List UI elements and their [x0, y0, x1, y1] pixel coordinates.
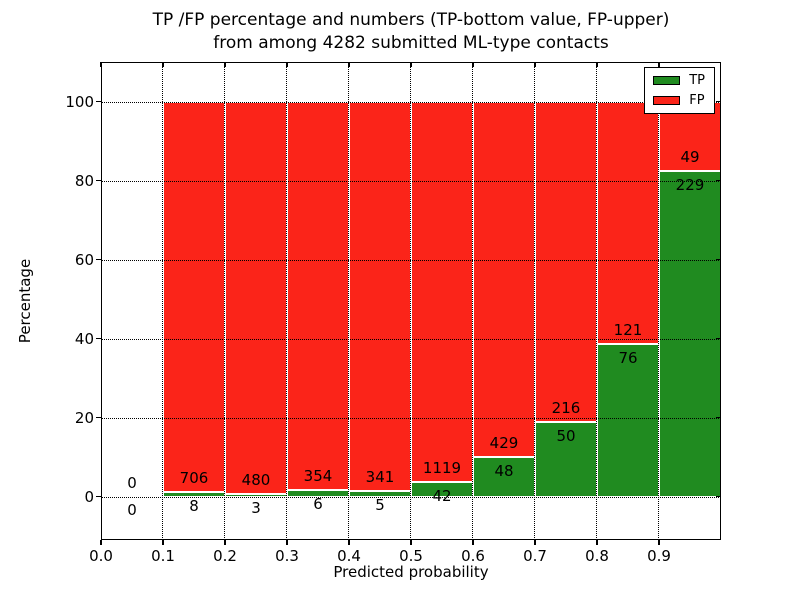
fp-bar-segment	[225, 101, 287, 495]
chart-title: TP /FP percentage and numbers (TP-bottom…	[101, 9, 721, 55]
y-tick-mark-right	[716, 258, 721, 261]
x-tick-mark-top	[286, 62, 288, 67]
y-tick-label: 100	[65, 92, 94, 111]
fp-bar-segment	[535, 101, 597, 423]
fp-count-label: 121	[613, 321, 643, 340]
fp-count-label: 49	[680, 148, 700, 167]
x-tick-mark	[534, 540, 536, 545]
fp-count-label: 354	[303, 467, 333, 486]
x-tick-mark	[410, 540, 412, 545]
x-axis-label: Predicted probability	[333, 563, 489, 581]
x-tick-mark-top	[596, 62, 598, 67]
tp-count-label: 0	[127, 501, 137, 520]
fp-bar-segment	[349, 101, 411, 491]
x-tick-label: 0.2	[213, 547, 237, 565]
tp-count-label: 5	[375, 495, 385, 514]
y-tick-mark-right	[716, 100, 721, 103]
x-tick-mark-top	[348, 62, 350, 67]
x-tick-label: 0.1	[151, 547, 175, 565]
y-tick-mark	[96, 337, 101, 340]
x-tick-mark-top	[224, 62, 226, 67]
x-tick-mark	[472, 540, 474, 545]
x-tick-label: 0.8	[585, 547, 609, 565]
x-tick-mark	[162, 540, 164, 545]
tp-count-label: 8	[189, 496, 199, 515]
fp-legend-swatch	[653, 96, 681, 105]
x-tick-mark	[348, 540, 350, 545]
chart-title-line2: from among 4282 submitted ML-type contac…	[213, 33, 609, 53]
x-tick-mark-top	[162, 62, 164, 67]
y-tick-label: 20	[74, 408, 94, 427]
chart-title-line1: TP /FP percentage and numbers (TP-bottom…	[152, 10, 670, 30]
fp-bar-segment	[411, 101, 473, 483]
legend-entry-fp: FP	[653, 94, 705, 107]
x-tick-label: 0.7	[523, 547, 547, 565]
tp-count-label: 3	[251, 498, 261, 517]
fp-count-label: 0	[127, 473, 137, 492]
x-tick-mark	[100, 540, 102, 545]
y-tick-mark	[96, 258, 101, 261]
x-tick-label: 0.6	[461, 547, 485, 565]
x-tick-mark	[224, 540, 226, 545]
y-tick-mark	[96, 179, 101, 182]
tp-count-label: 6	[313, 494, 323, 513]
y-tick-label: 0	[84, 487, 94, 506]
fp-count-label: 480	[241, 471, 271, 490]
y-tick-mark-right	[716, 416, 721, 419]
tp-bar-segment	[597, 344, 659, 497]
x-tick-label: 0.9	[647, 547, 671, 565]
fp-bar-segment	[473, 101, 535, 457]
x-tick-mark-top	[534, 62, 536, 67]
legend-entry-tp: TP	[653, 74, 705, 87]
y-tick-mark-right	[716, 337, 721, 340]
y-tick-label: 80	[74, 171, 94, 190]
legend: TP FP	[644, 67, 715, 114]
tp-bar-segment	[163, 492, 225, 497]
plot-area: TP FP 0 0 706 8 480 3 354 6 341 5 1119 42 429 48 216 50…	[100, 62, 721, 540]
x-tick-mark	[596, 540, 598, 545]
x-tick-label: 0.4	[337, 547, 361, 565]
tp-count-label: 42	[432, 487, 452, 506]
x-tick-mark	[286, 540, 288, 545]
fp-count-label: 706	[179, 469, 209, 488]
fp-count-label: 216	[551, 399, 581, 418]
x-tick-label: 0.0	[89, 547, 113, 565]
fp-bar-segment	[287, 101, 349, 490]
y-tick-mark	[96, 416, 101, 419]
tp-legend-label: TP	[689, 73, 705, 88]
y-tick-mark	[96, 495, 101, 498]
tp-count-label: 229	[675, 175, 705, 194]
y-tick-label: 60	[74, 250, 94, 269]
y-tick-mark-right	[716, 495, 721, 498]
tp-bar-segment	[659, 171, 721, 497]
tp-legend-swatch	[653, 76, 681, 85]
x-tick-label: 0.5	[399, 547, 423, 565]
tp-count-label: 50	[556, 427, 576, 446]
y-tick-label: 40	[74, 329, 94, 348]
x-tick-label: 0.3	[275, 547, 299, 565]
fp-count-label: 1119	[422, 459, 462, 478]
tp-count-label: 48	[494, 461, 514, 480]
y-axis-label: Percentage	[16, 258, 34, 344]
y-tick-mark	[96, 100, 101, 103]
x-tick-mark-top	[410, 62, 412, 67]
fp-legend-label: FP	[689, 93, 705, 108]
x-tick-mark-top	[100, 62, 102, 67]
tp-count-label: 76	[618, 348, 638, 367]
fp-count-label: 429	[489, 433, 519, 452]
fp-bar-segment	[597, 101, 659, 345]
fp-bar-segment	[163, 101, 225, 493]
fp-count-label: 341	[365, 468, 395, 486]
x-tick-mark-top	[472, 62, 474, 67]
x-tick-mark	[658, 540, 660, 545]
